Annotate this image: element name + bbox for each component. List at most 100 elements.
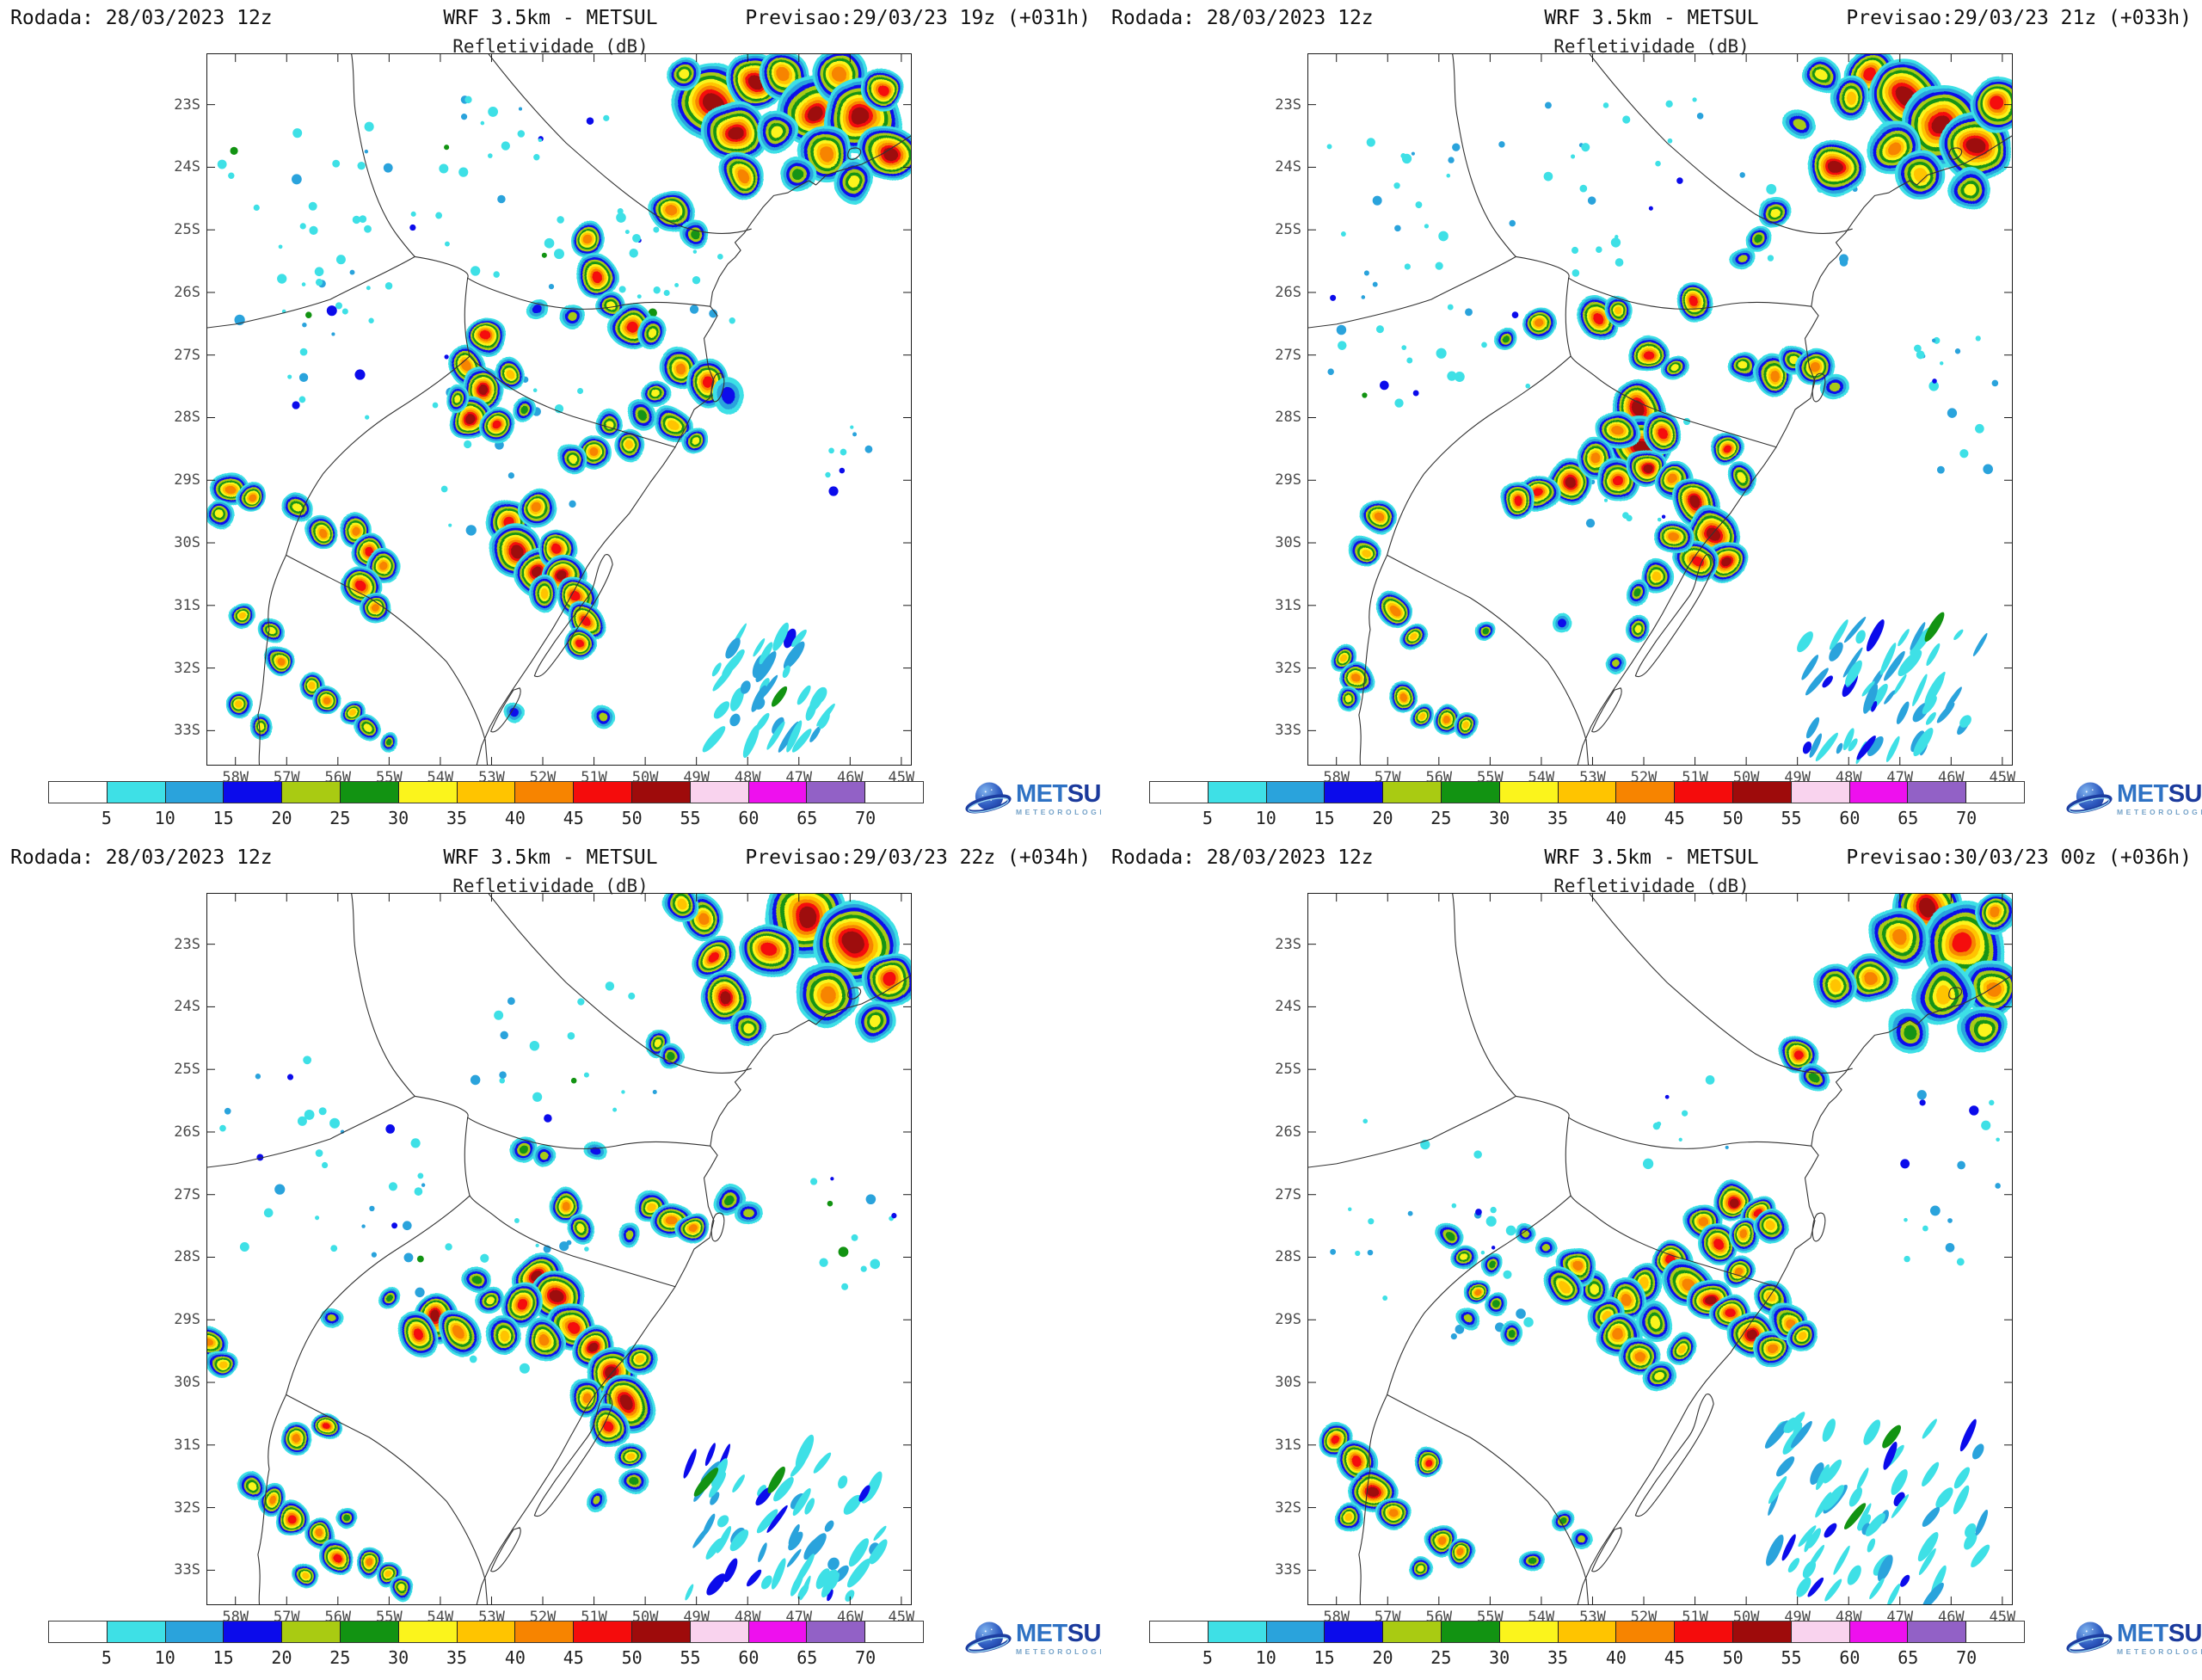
radar-cell-ring [609, 1370, 622, 1384]
radar-cell-ring [569, 455, 578, 464]
echo-speckle [1585, 518, 1596, 528]
run-label: Rodada: 28/03/2023 12z [1111, 7, 1374, 29]
echo-speckle [532, 1092, 543, 1102]
ocean-echo-streak [692, 1525, 710, 1548]
ocean-echo-streak [1869, 1578, 1885, 1600]
radar-cell-ring [1494, 1302, 1503, 1310]
radar-cell-ring [569, 312, 578, 322]
radar-cell-ring [400, 1586, 409, 1594]
lat-tick-label: 28S [1275, 409, 1301, 427]
radar-cell-ring [1612, 475, 1623, 486]
echo-speckle [330, 1245, 338, 1252]
echo-speckle [410, 1138, 421, 1148]
echo-speckle [364, 121, 374, 132]
colorbar-tick: 60 [1839, 808, 1861, 828]
ocean-echo-streak [1871, 700, 1878, 712]
echo-speckle [557, 216, 564, 224]
reflectivity-map [207, 894, 911, 1604]
echo-speckle [1363, 270, 1369, 276]
echo-speckle [1473, 1150, 1482, 1159]
echo-speckle [1326, 144, 1332, 150]
logo-sul: SUL [2168, 780, 2202, 809]
echo-speckle [1904, 1217, 1908, 1222]
ocean-echo-streak [1842, 647, 1863, 678]
radar-cell-ring [749, 76, 763, 89]
radar-cell-ring [1796, 1329, 1805, 1339]
radar-cell-ring [540, 1152, 550, 1161]
echo-speckle [1361, 295, 1366, 299]
lat-tick-label: 31S [174, 1436, 200, 1454]
echo-speckle [1957, 1160, 1965, 1170]
colorbar-segment [165, 1622, 225, 1642]
echo-speckle [1407, 1210, 1413, 1216]
radar-cell-ring [1768, 205, 1778, 216]
echo-speckle [1523, 1317, 1534, 1327]
echo-speckle [217, 159, 227, 169]
echo-speckle [1610, 237, 1621, 248]
radar-cell-ring [506, 369, 514, 378]
echo-speckle [605, 982, 615, 991]
colorbar-tick: 10 [154, 1647, 175, 1668]
ocean-echo-streak [1822, 1418, 1836, 1443]
echo-speckle [1375, 325, 1384, 334]
ocean-echo-streak [1959, 715, 1971, 728]
echo-speckle [1682, 1110, 1688, 1117]
radar-cell-ring [604, 298, 613, 307]
radar-cell-ring [1669, 532, 1679, 543]
radar-cell-ring [562, 1202, 571, 1211]
radar-cell-ring [1388, 1507, 1398, 1517]
radar-cell-ring [646, 1202, 655, 1211]
echo-speckle [838, 1246, 849, 1258]
echo-speckle [1705, 1075, 1715, 1085]
ocean-echo-streak [1975, 1509, 1989, 1536]
echo-speckle [335, 302, 342, 310]
colorbar-segment [807, 1622, 866, 1642]
ocean-echo-streak [1893, 674, 1907, 695]
colorbar-tick: 40 [1605, 808, 1627, 828]
radar-cell-ring [1395, 689, 1404, 698]
radar-cell-ring [1634, 625, 1643, 634]
radar-cell-ring [1543, 1245, 1552, 1253]
ocean-echo-streak [838, 1475, 848, 1489]
ocean-echo-streak [1775, 1456, 1795, 1477]
echo-speckle [839, 467, 846, 474]
echo-speckle [1490, 1206, 1497, 1214]
radar-cell-ring [694, 909, 705, 921]
ocean-echo-streak [1971, 1544, 1990, 1568]
lat-tick-label: 23S [174, 95, 200, 114]
ocean-echo-streak [1925, 711, 1936, 725]
radar-cell-ring [1424, 1458, 1432, 1467]
radar-cell-ring [604, 419, 613, 428]
echo-speckle [1447, 371, 1457, 381]
radar-cell-ring [386, 1295, 395, 1303]
colorbar-segment [1908, 1622, 1967, 1642]
radar-cell-ring [1768, 1222, 1778, 1233]
radar-cell-ring [588, 269, 600, 280]
radar-cell-ring [1410, 632, 1418, 642]
colorbar-tick: 35 [1547, 1647, 1569, 1668]
colorbar-tick: 65 [1898, 808, 1919, 828]
ocean-echo-streak [706, 1573, 726, 1596]
colorbar-tick: 50 [1722, 808, 1744, 828]
radar-cell-ring [707, 951, 720, 964]
radar-cell-ring [1885, 138, 1900, 154]
ocean-echo-streak [729, 687, 744, 711]
colorbar-tick: 25 [329, 808, 351, 828]
colorbar-tick: 25 [329, 1647, 351, 1668]
colorbar-segment [631, 1622, 691, 1642]
radar-cell-ring [603, 1421, 613, 1432]
echo-speckle [1511, 311, 1519, 319]
radar-cell-ring [1563, 475, 1574, 486]
ocean-echo-streak [1924, 612, 1945, 642]
ocean-echo-streak [1918, 1548, 1936, 1576]
metsul-logo: METSUL METEOROLOGIA [2066, 774, 2202, 824]
radar-cell-ring [1619, 1293, 1631, 1305]
echo-speckle [499, 1077, 506, 1084]
echo-speckle [1412, 390, 1419, 397]
echo-speckle [326, 305, 337, 317]
colorbar-tick: 45 [563, 808, 584, 828]
axis-ticks [207, 54, 911, 765]
logo-text: METSUL METEOROLOGIA [2117, 782, 2202, 816]
radar-cell-ring [1613, 425, 1623, 436]
lat-tick-label: 23S [1275, 95, 1301, 114]
